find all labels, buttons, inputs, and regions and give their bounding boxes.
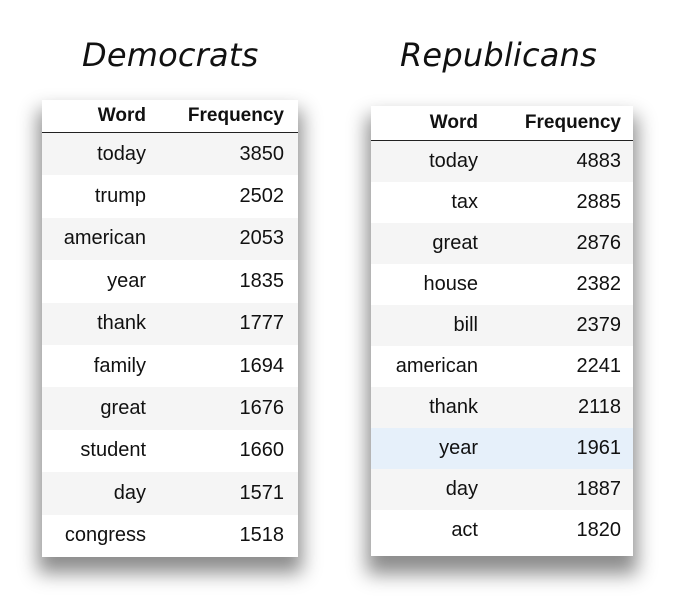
word-cell: thank — [97, 312, 146, 335]
frequency-cell: 1777 — [239, 312, 285, 335]
word-cell: american — [63, 227, 146, 250]
frequency-cell: 1694 — [239, 354, 285, 377]
republicans-table: Word Frequency today 4883 tax 2885 great 2876… — [371, 106, 633, 551]
frequency-cell: 2885 — [576, 191, 622, 213]
table-row: trump 2502 — [42, 175, 298, 218]
table-row: bill 2379 — [371, 305, 633, 346]
frequency-cell: 2118 — [577, 396, 621, 418]
word-column-header: Word — [429, 112, 478, 133]
table-row: tax 2885 — [371, 182, 633, 223]
word-cell: house — [423, 273, 479, 295]
frequency-cell: 1887 — [576, 478, 622, 500]
frequency-cell: 2876 — [576, 232, 622, 254]
table-row: american 2241 — [371, 346, 633, 387]
republicans-title: Republicans — [400, 36, 597, 74]
word-column-header: Word — [97, 105, 146, 126]
frequency-cell: 1660 — [239, 439, 285, 462]
word-cell: american — [395, 355, 478, 377]
word-cell: act — [451, 519, 478, 541]
frequency-cell: 2379 — [576, 314, 622, 336]
frequency-cell: 2382 — [576, 273, 622, 295]
table-row: congress 1518 — [42, 514, 298, 557]
word-cell: thank — [429, 396, 478, 418]
table-row: today 4883 — [371, 140, 633, 182]
frequency-cell: 1820 — [576, 519, 622, 541]
table-row: house 2382 — [371, 264, 633, 305]
frequency-cell: 2053 — [239, 227, 285, 250]
democrats-table-panel: Word Frequency today 3850 trump 2502 america… — [42, 100, 298, 557]
table-row: great 1676 — [42, 387, 298, 430]
word-cell: great — [432, 232, 478, 254]
democrats-table-body: today 3850 trump 2502 american 2053 year 1835 th… — [42, 132, 298, 557]
word-cell: student — [80, 439, 146, 462]
frequency-cell: 1571 — [239, 481, 285, 504]
word-cell: year — [107, 269, 146, 292]
word-cell: day — [445, 478, 478, 500]
table-row: year 1961 — [371, 428, 633, 469]
table-row: student 1660 — [42, 429, 298, 473]
table-row: thank 2118 — [371, 387, 633, 428]
republicans-table-panel: Word Frequency today 4883 tax 2885 great 2876… — [371, 106, 633, 556]
word-cell: congress — [64, 524, 146, 547]
table-row: american 2053 — [42, 217, 298, 261]
frequency-cell: 1518 — [239, 524, 285, 547]
word-cell: day — [113, 481, 146, 504]
frequency-cell: 1835 — [239, 269, 285, 292]
table-row: great 2876 — [371, 223, 633, 264]
table-header-row: Word Frequency — [371, 106, 633, 141]
word-cell: today — [429, 150, 478, 172]
table-row: day 1571 — [42, 472, 298, 515]
word-cell: tax — [451, 191, 478, 213]
frequency-cell: 2241 — [576, 355, 622, 377]
democrats-title: Democrats — [82, 36, 259, 74]
word-cell: trump — [94, 185, 146, 208]
frequency-cell: 2502 — [239, 185, 285, 208]
frequency-cell: 3850 — [239, 142, 285, 165]
word-cell: family — [93, 354, 146, 377]
word-cell: great — [100, 397, 146, 420]
frequency-cell: 1676 — [239, 397, 285, 420]
word-cell: today — [97, 142, 146, 165]
frequency-cell: 1961 — [576, 437, 622, 459]
frequency-column-header: Frequency — [187, 105, 284, 126]
table-header-row: Word Frequency — [42, 100, 298, 133]
table-row: today 3850 — [42, 132, 298, 176]
table-row: year 1835 — [42, 260, 298, 303]
word-cell: year — [439, 437, 478, 459]
table-row: family 1694 — [42, 344, 298, 388]
table-row: day 1887 — [371, 469, 633, 510]
frequency-cell: 4883 — [576, 150, 622, 172]
democrats-table: Word Frequency today 3850 trump 2502 america… — [42, 100, 298, 557]
republicans-table-body: today 4883 tax 2885 great 2876 house 2382 bill 23… — [371, 140, 633, 551]
frequency-column-header: Frequency — [524, 112, 621, 133]
table-row: thank 1777 — [42, 302, 298, 345]
word-cell: bill — [453, 314, 478, 336]
table-row: act 1820 — [371, 510, 633, 551]
